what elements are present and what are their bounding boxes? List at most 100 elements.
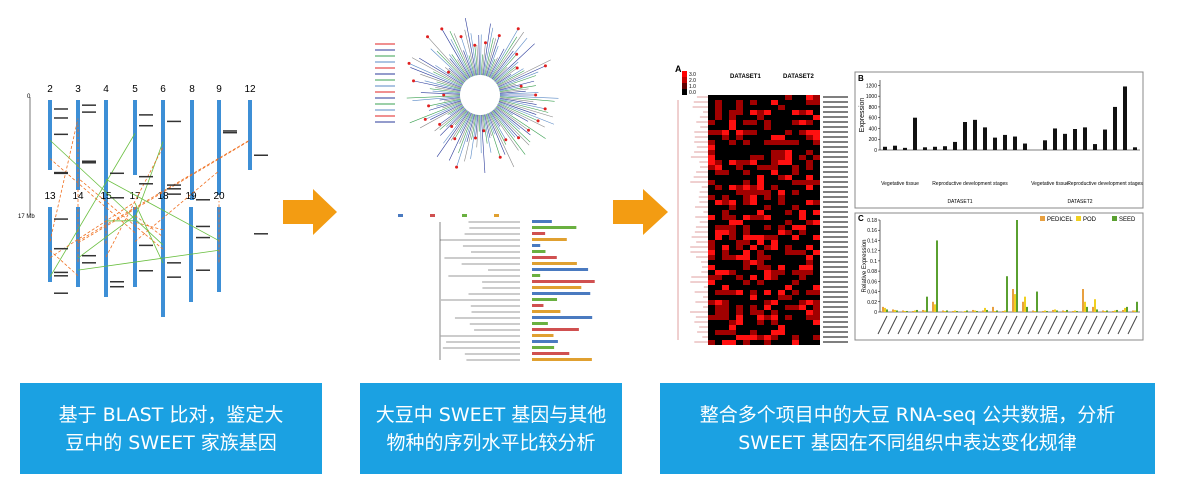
tree-branch bbox=[476, 114, 480, 148]
color-key bbox=[682, 71, 687, 77]
heatmap-cell bbox=[806, 255, 813, 260]
tree-branch bbox=[449, 31, 472, 78]
legend-swatch bbox=[494, 214, 499, 217]
heatmap-cell bbox=[757, 235, 764, 240]
chromosome-label: 9 bbox=[216, 84, 222, 95]
tree-branch bbox=[484, 114, 491, 138]
chromosome-label: 18 bbox=[157, 191, 169, 202]
caption-line: 豆中的 SWEET 家族基因 bbox=[65, 431, 277, 454]
tree-node bbox=[459, 35, 463, 39]
tree-branch bbox=[449, 105, 464, 116]
heatmap-cell bbox=[764, 125, 771, 130]
heatmap-cell bbox=[764, 110, 771, 115]
tree-node bbox=[483, 41, 487, 45]
tree-branch bbox=[485, 114, 492, 137]
tree-branch bbox=[435, 65, 464, 85]
bar bbox=[1114, 310, 1116, 312]
heatmap-cell bbox=[785, 175, 792, 180]
chromosome-label: 6 bbox=[160, 84, 166, 95]
heatmap-cell bbox=[757, 185, 764, 190]
heatmap-cell bbox=[771, 275, 778, 280]
heatmap-cell bbox=[771, 170, 778, 175]
chromosome bbox=[104, 100, 108, 280]
heatmap-cell bbox=[764, 340, 771, 345]
tree-branch bbox=[439, 106, 464, 125]
heatmap-cell bbox=[743, 130, 750, 135]
bar bbox=[946, 310, 948, 312]
tree-branch bbox=[439, 97, 461, 101]
tree-branch bbox=[411, 57, 463, 86]
heatmap-cell bbox=[715, 200, 722, 205]
chromosome bbox=[161, 100, 165, 260]
x-label bbox=[1087, 315, 1098, 335]
dataset-label: DATASET2 bbox=[1067, 199, 1092, 205]
heatmap-cell bbox=[764, 165, 771, 170]
chromosome-label: 3 bbox=[75, 84, 81, 95]
heatmap-cell bbox=[764, 245, 771, 250]
tree-node bbox=[447, 70, 451, 74]
tree-branch bbox=[493, 67, 508, 81]
tree-branch bbox=[496, 106, 529, 131]
caption-line: 基于 BLAST 比对，鉴定大 bbox=[58, 403, 284, 426]
tree-branch bbox=[499, 99, 549, 113]
heatmap-cell bbox=[736, 105, 743, 110]
heatmap-cell bbox=[799, 210, 806, 215]
bar bbox=[893, 145, 897, 150]
heatmap-cell bbox=[757, 175, 764, 180]
chromosome-label: 4 bbox=[103, 84, 109, 95]
bar bbox=[1043, 140, 1047, 150]
heatmap-cell bbox=[778, 155, 785, 160]
bar bbox=[892, 309, 894, 312]
heatmap-cell bbox=[785, 285, 792, 290]
heatmap-cell bbox=[792, 190, 799, 195]
heatmap-cell bbox=[750, 310, 757, 315]
heatmap-cell bbox=[708, 240, 715, 245]
chromosome bbox=[133, 100, 137, 175]
tree-branch bbox=[419, 57, 464, 85]
tree-branch bbox=[444, 98, 461, 102]
chromosome bbox=[217, 100, 221, 195]
heatmap-cell bbox=[799, 155, 806, 160]
bar-segment bbox=[532, 286, 582, 289]
y-tick-label: 600 bbox=[869, 116, 878, 122]
tree-branch bbox=[483, 27, 494, 76]
tree-branch bbox=[471, 114, 477, 140]
heatmap-cell bbox=[757, 180, 764, 185]
heatmap-cell bbox=[743, 170, 750, 175]
chromosome-label: 5 bbox=[132, 84, 138, 95]
heatmap-cell bbox=[806, 220, 813, 225]
bar bbox=[973, 119, 977, 150]
bar bbox=[906, 310, 908, 312]
heatmap-cell bbox=[757, 210, 764, 215]
bar bbox=[1034, 310, 1036, 312]
caption-line: 物种的序列水平比较分析 bbox=[386, 431, 596, 454]
heatmap-cell bbox=[750, 330, 757, 335]
bar bbox=[936, 240, 938, 312]
bar-segment bbox=[532, 280, 595, 283]
bar bbox=[922, 309, 924, 312]
heatmap-cell bbox=[764, 270, 771, 275]
heatmap-cell bbox=[792, 120, 799, 125]
heatmap-cell bbox=[708, 245, 715, 250]
heatmap-cell bbox=[743, 160, 750, 165]
x-label bbox=[1107, 315, 1118, 335]
tree-branch bbox=[491, 50, 514, 80]
heatmap-cell bbox=[806, 135, 813, 140]
heatmap-cell bbox=[792, 280, 799, 285]
tree-branch bbox=[433, 71, 463, 87]
bar bbox=[883, 146, 887, 150]
synteny-link bbox=[77, 215, 136, 259]
tree-branch bbox=[499, 85, 522, 92]
heatmap-cell bbox=[764, 335, 771, 340]
bar bbox=[1026, 306, 1028, 312]
bar bbox=[1024, 296, 1026, 312]
heatmap-cell bbox=[743, 200, 750, 205]
tree-branch bbox=[485, 35, 500, 77]
heatmap-cell bbox=[750, 185, 757, 190]
tree-branch bbox=[436, 81, 461, 90]
tree-node bbox=[543, 107, 547, 111]
heatmap-cell bbox=[708, 300, 715, 305]
x-label bbox=[1047, 315, 1058, 335]
bar bbox=[994, 310, 996, 312]
heatmap-cell bbox=[729, 205, 736, 210]
